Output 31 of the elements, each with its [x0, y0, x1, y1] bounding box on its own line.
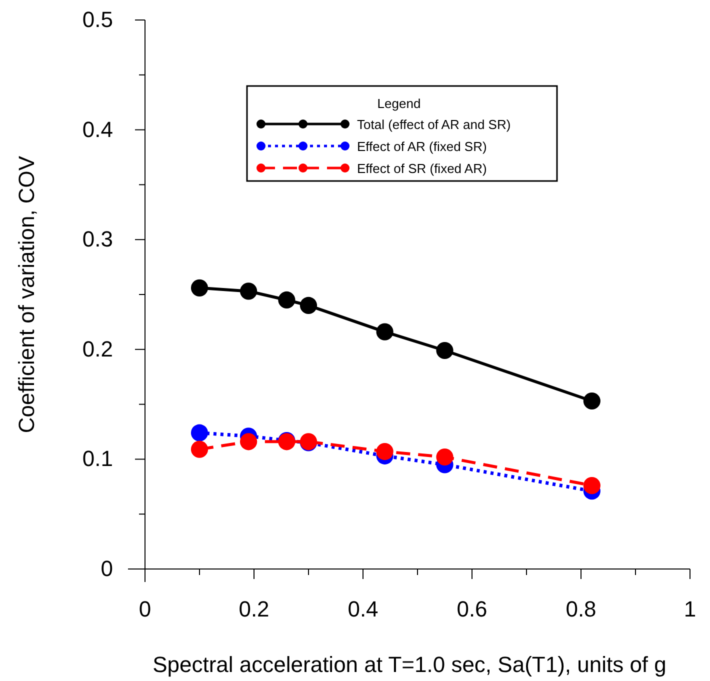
- point: [583, 477, 600, 494]
- legend-label: Total (effect of AR and SR): [357, 117, 511, 132]
- x-tick-label: 0.2: [238, 596, 270, 622]
- point: [278, 291, 296, 309]
- y-axis-title: Coefficient of variation, COV: [14, 156, 39, 434]
- point: [436, 342, 454, 360]
- legend-title: Legend: [377, 96, 421, 111]
- y-tick-label: 0.5: [82, 7, 113, 32]
- y-tick-label: 0.3: [82, 226, 113, 252]
- y-tick-label: 0.1: [82, 446, 113, 472]
- point: [240, 282, 258, 300]
- y-tick-label: 0.4: [82, 116, 113, 142]
- point: [190, 424, 208, 442]
- x-tick-label: 0.8: [566, 596, 596, 622]
- point: [376, 323, 394, 340]
- x-tick-label: 0: [138, 596, 152, 622]
- point: [376, 442, 394, 460]
- y-tick-label: 0.2: [82, 336, 113, 362]
- point: [436, 448, 454, 466]
- point: [240, 433, 258, 450]
- y-tick-label: 0: [100, 556, 113, 582]
- x-axis-title: Spectral acceleration at T=1.0 sec, Sa(T1), units of g: [152, 652, 666, 677]
- point: [190, 440, 208, 458]
- x-tick-label: 0.4: [348, 596, 378, 622]
- legend-label: Effect of AR (fixed SR): [357, 139, 487, 154]
- point: [583, 392, 600, 410]
- x-tick-label: 1: [684, 596, 696, 622]
- legend-label: Effect of SR (fixed AR): [357, 161, 487, 176]
- point: [300, 296, 318, 314]
- point: [190, 279, 208, 296]
- x-tick-label: 0.6: [456, 596, 488, 622]
